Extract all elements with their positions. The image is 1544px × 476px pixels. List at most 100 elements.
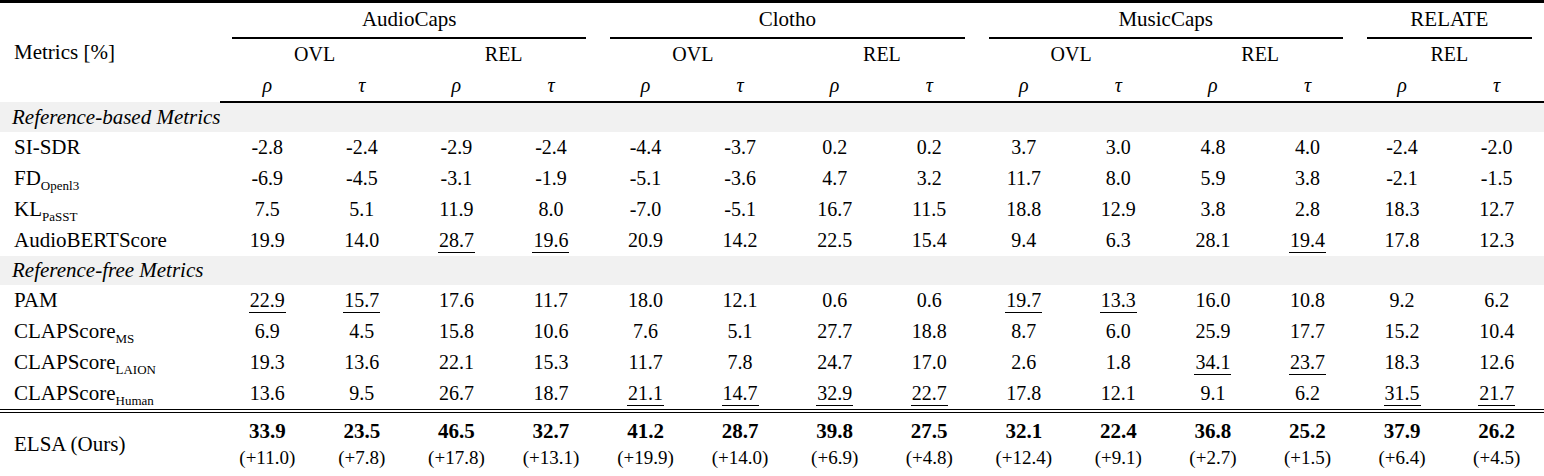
metric-value: 2.8 xyxy=(1295,198,1320,220)
metric-value-cell: -4.4 xyxy=(598,132,693,163)
metric-value-cell: 10.4 xyxy=(1449,316,1544,347)
metric-value-cell: 11.7 xyxy=(598,347,693,378)
metric-value: 12.3 xyxy=(1479,229,1514,251)
subgroup-header-audiocaps-rel: REL xyxy=(409,39,598,70)
elsa-delta: (+6.4) xyxy=(1355,445,1450,470)
elsa-row-label: ELSA (Ours) xyxy=(0,411,220,476)
metric-value-cell: 15.3 xyxy=(504,347,599,378)
metric-value: 9.5 xyxy=(349,382,374,404)
elsa-row: ELSA (Ours) 33.9(+11.0)23.5(+7.8)46.5(+1… xyxy=(0,411,1544,476)
metric-value: 11.5 xyxy=(912,198,946,220)
metric-name: CLAPScoreLAION xyxy=(0,347,220,378)
group-underline-rule xyxy=(610,37,964,39)
metric-name-subscript: Human xyxy=(116,393,154,408)
metric-value-cell: -2.8 xyxy=(220,132,315,163)
stat-header-tau: τ xyxy=(1260,70,1355,102)
metric-value: 28.1 xyxy=(1195,229,1230,251)
metric-value-cell: 4.0 xyxy=(1260,132,1355,163)
metric-value: 7.6 xyxy=(633,320,658,342)
metric-value: 17.8 xyxy=(1006,382,1041,404)
elsa-value: 33.9 xyxy=(220,418,315,445)
metric-value: 6.2 xyxy=(1484,289,1509,311)
metric-value-cell: 8.0 xyxy=(504,194,599,225)
metric-value: 11.9 xyxy=(439,198,473,220)
table-header: Metrics [%] AudioCaps Clotho MusicCaps R… xyxy=(0,3,1544,102)
metric-value-cell: -3.1 xyxy=(409,163,504,194)
metric-value: 17.8 xyxy=(1385,229,1420,251)
metric-value: 9.4 xyxy=(1011,229,1036,251)
metric-value-cell: 26.7 xyxy=(409,378,504,411)
metric-value: 3.2 xyxy=(917,167,942,189)
group-header-audiocaps: AudioCaps xyxy=(220,3,598,39)
metric-value: 12.1 xyxy=(723,289,758,311)
metric-value-cell: -2.4 xyxy=(1355,132,1450,163)
metric-name: FDOpenl3 xyxy=(0,163,220,194)
elsa-value: 23.5 xyxy=(315,418,410,445)
metric-value: 22.5 xyxy=(817,229,852,251)
metric-value: 19.6 xyxy=(532,229,569,253)
metric-value: -2.0 xyxy=(1481,136,1513,158)
metric-name-subscript: LAION xyxy=(116,362,156,377)
metric-value: 15.2 xyxy=(1385,320,1420,342)
metric-value: -5.1 xyxy=(630,167,662,189)
stat-header-rho: ρ xyxy=(977,70,1072,102)
elsa-value: 37.9 xyxy=(1355,418,1450,445)
metric-value-cell: 13.3 xyxy=(1071,285,1166,316)
metric-name-text: SI-SDR xyxy=(14,135,81,159)
metric-value: 26.7 xyxy=(439,382,474,404)
elsa-value-cell: 25.2(+1.5) xyxy=(1260,411,1355,476)
metric-value: 14.2 xyxy=(723,229,758,251)
metric-value: -2.9 xyxy=(441,136,473,158)
metric-value-cell: 19.9 xyxy=(220,225,315,256)
metric-name-text: CLAPScore xyxy=(14,319,116,343)
metric-value: 0.2 xyxy=(822,136,847,158)
elsa-delta: (+7.8) xyxy=(315,445,410,470)
metric-value-cell: 22.9 xyxy=(220,285,315,316)
elsa-delta: (+13.1) xyxy=(504,445,599,470)
metric-value-cell: -1.9 xyxy=(504,163,599,194)
metric-value: -5.1 xyxy=(724,198,756,220)
metric-value-cell: 21.7 xyxy=(1449,378,1544,411)
metric-value: 12.1 xyxy=(1101,382,1136,404)
metric-name: CLAPScoreMS xyxy=(0,316,220,347)
metric-value-cell: 2.8 xyxy=(1260,194,1355,225)
metric-value-cell: 12.7 xyxy=(1449,194,1544,225)
metric-value: 0.6 xyxy=(917,289,942,311)
metric-value-cell: 0.6 xyxy=(882,285,977,316)
stat-header-tau: τ xyxy=(315,70,410,102)
metric-value: 9.1 xyxy=(1200,382,1225,404)
metric-value: 17.6 xyxy=(439,289,474,311)
metric-value-cell: 4.8 xyxy=(1166,132,1261,163)
metric-value: 15.8 xyxy=(439,320,474,342)
metric-value-cell: 27.7 xyxy=(787,316,882,347)
metric-value: -3.7 xyxy=(724,136,756,158)
metric-value: 21.1 xyxy=(627,382,664,406)
metric-value: 25.9 xyxy=(1195,320,1230,342)
metric-value-cell: 18.7 xyxy=(504,378,599,411)
group-header-musiccaps: MusicCaps xyxy=(977,3,1355,39)
metric-value: 22.1 xyxy=(439,351,474,373)
metric-value: 19.9 xyxy=(250,229,285,251)
metric-value: -3.6 xyxy=(724,167,756,189)
metric-value-cell: 31.5 xyxy=(1355,378,1450,411)
metric-value: 20.9 xyxy=(628,229,663,251)
metric-value-cell: 3.8 xyxy=(1166,194,1261,225)
section-header-row: Reference-based Metrics xyxy=(0,102,1544,132)
metric-value-cell: 7.8 xyxy=(693,347,788,378)
metric-value-cell: 21.1 xyxy=(598,378,693,411)
elsa-delta: (+11.0) xyxy=(220,445,315,470)
stat-header-tau: τ xyxy=(1449,70,1544,102)
metric-value: 0.6 xyxy=(822,289,847,311)
elsa-delta: (+4.8) xyxy=(882,445,977,470)
elsa-value-cell: 23.5(+7.8) xyxy=(315,411,410,476)
metric-value: -1.5 xyxy=(1481,167,1513,189)
metric-value: 1.8 xyxy=(1106,351,1131,373)
metric-value-cell: 14.2 xyxy=(693,225,788,256)
metric-value-cell: 28.7 xyxy=(409,225,504,256)
metric-value-cell: 18.3 xyxy=(1355,347,1450,378)
metric-name-text: AudioBERTScore xyxy=(14,228,167,252)
metric-value: 9.2 xyxy=(1390,289,1415,311)
metric-value-cell: 24.7 xyxy=(787,347,882,378)
metric-value-cell: 22.1 xyxy=(409,347,504,378)
metric-value: 10.4 xyxy=(1479,320,1514,342)
